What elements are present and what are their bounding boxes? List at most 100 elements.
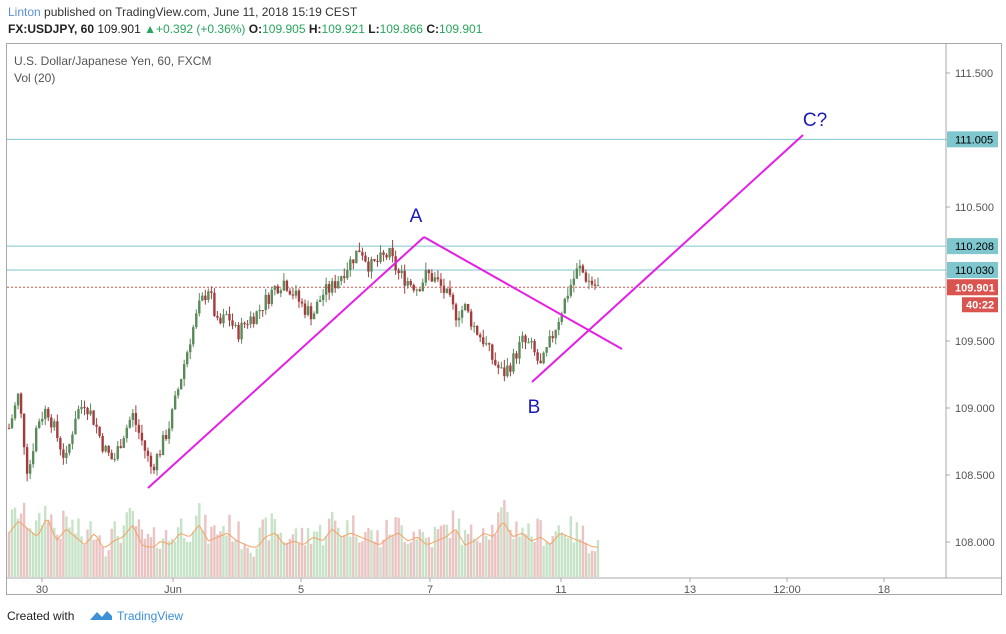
candle-body (475, 326, 479, 335)
volume-bar (297, 543, 301, 577)
volume-bar (349, 536, 352, 577)
volume-bar (267, 540, 270, 577)
candle-body (593, 284, 597, 286)
price-axis-tags: 111.005 110.208 110.030 109.901 40:22 (947, 131, 998, 313)
volume-bar (270, 513, 273, 577)
candle-body (315, 301, 319, 314)
candle-body (89, 410, 92, 415)
volume-bar (155, 547, 159, 577)
volume-bar (288, 538, 292, 577)
volume-bar (361, 541, 364, 577)
volume-bar (403, 541, 406, 577)
candle-body (122, 438, 125, 448)
volume-bar (436, 529, 440, 577)
volume-bar (334, 520, 337, 577)
volume-bar (186, 541, 189, 577)
volume-bar (34, 520, 38, 577)
candle-body (554, 329, 557, 339)
volume-bar (10, 509, 14, 577)
volume-bar (460, 544, 464, 577)
candle-body (285, 280, 289, 291)
author-link[interactable]: Linton (8, 5, 41, 19)
candle-body (385, 254, 388, 258)
tradingview-brand-link[interactable]: TradingView (117, 609, 184, 623)
candle-body (152, 466, 156, 471)
candle-body (536, 352, 539, 361)
candle-body (68, 443, 71, 453)
trend-lines[interactable] (147, 134, 804, 489)
candle-body (155, 454, 159, 471)
volume-bar (134, 526, 138, 577)
candle-body (330, 281, 334, 293)
candle-body (158, 454, 162, 456)
candle-body (19, 393, 23, 414)
candle-body (306, 306, 310, 315)
candle-body (243, 322, 246, 325)
candle-body (400, 270, 403, 274)
candle-body (255, 311, 258, 324)
volume-bar (170, 538, 174, 577)
candle-body (28, 464, 32, 474)
candle-body (324, 284, 328, 295)
candle-body (472, 326, 476, 328)
candle-body (551, 336, 554, 339)
candle-body (80, 406, 83, 410)
candle-body (146, 450, 150, 456)
candle-body (563, 298, 566, 314)
volume-bar (545, 541, 548, 577)
volume-bar (318, 524, 322, 577)
candle-body (213, 292, 216, 316)
volume-bar (50, 514, 53, 577)
volume-bar (258, 527, 261, 577)
last-price-text: 109.901 (955, 282, 995, 294)
volume-bar (343, 535, 346, 577)
volume-bar (424, 537, 428, 577)
candle-body (451, 294, 455, 305)
volume-bar (16, 518, 20, 577)
candle-body (512, 353, 515, 372)
candle-body (53, 421, 56, 428)
candle-body (337, 281, 340, 289)
volume-bar (243, 543, 246, 577)
candle-body (485, 343, 488, 345)
candle-body (167, 428, 171, 439)
candle-body (343, 276, 346, 279)
candle-body (391, 247, 394, 257)
volume-bar (113, 521, 116, 577)
volume-bar (388, 534, 391, 577)
volume-bar (13, 507, 17, 577)
candle-body (237, 324, 240, 340)
time-axis[interactable]: 30 Jun 5 7 11 13 12:00 18 (36, 578, 890, 596)
candle-body (457, 317, 461, 321)
candle-body (288, 290, 292, 295)
volume-bar (192, 531, 195, 577)
candle-body (50, 417, 53, 428)
candle-body (234, 324, 237, 326)
tradingview-logo-icon (90, 611, 112, 620)
candle-body (216, 315, 219, 318)
candle-body (409, 280, 412, 285)
volume-bar (394, 517, 397, 577)
open-value: 109.905 (262, 22, 306, 36)
candle-body (482, 337, 485, 345)
candle-body (41, 418, 44, 422)
volume-bar (575, 522, 579, 577)
volume-bar (92, 539, 95, 577)
volume-bar (98, 535, 101, 577)
candle-body (430, 273, 434, 282)
volume-bar (382, 539, 385, 577)
volume-bar (273, 518, 277, 577)
price-tick-label: 110.500 (955, 202, 994, 214)
volume-bar (312, 531, 316, 577)
candle-body (113, 458, 116, 460)
volume-bar (149, 537, 153, 577)
volume-bar (255, 548, 258, 577)
volume-bar (340, 536, 343, 577)
volume-bar (554, 531, 557, 577)
candle-body (74, 418, 77, 435)
candle-body (16, 393, 20, 406)
candle-body (10, 418, 14, 429)
level-price-text: 111.005 (955, 134, 993, 146)
candle-body (445, 288, 449, 293)
price-chart[interactable]: ABC? 111.500111.000110.500110.000109.500… (0, 0, 1006, 600)
